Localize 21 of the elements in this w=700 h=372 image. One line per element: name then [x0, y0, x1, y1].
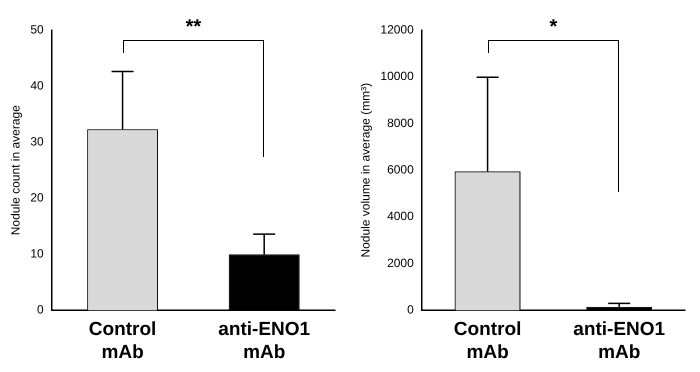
annotation: **: [186, 16, 202, 39]
x-tick-label: anti-ENO1 mAb: [573, 319, 666, 363]
y-tick-label: 50: [30, 22, 44, 36]
y-tick-label: 4000: [387, 209, 414, 224]
y-tick-label: 40: [30, 78, 44, 92]
y-axis-title: Nodule count in average: [8, 104, 23, 236]
y-tick-label: 8000: [387, 116, 414, 130]
y-axis-title: Nodule volume in average (mm³): [358, 82, 373, 258]
x-tick-label: Control mAb: [454, 319, 522, 363]
y-tick-label: 20: [30, 190, 44, 205]
x-tick-label: Control mAb: [88, 319, 156, 363]
y-tick-label: 10000: [380, 69, 414, 84]
y-tick-label: 0: [37, 302, 44, 317]
y-tick-label: 6000: [387, 162, 414, 177]
annotation: *: [549, 16, 558, 39]
y-tick-label: 12000: [380, 22, 414, 36]
y-tick-label: 2000: [387, 256, 414, 270]
y-tick-label: 0: [407, 302, 414, 317]
x-tick-label: anti-ENO1 mAb: [218, 319, 311, 363]
y-tick-label: 30: [30, 134, 44, 148]
y-tick-label: 10: [30, 246, 44, 261]
